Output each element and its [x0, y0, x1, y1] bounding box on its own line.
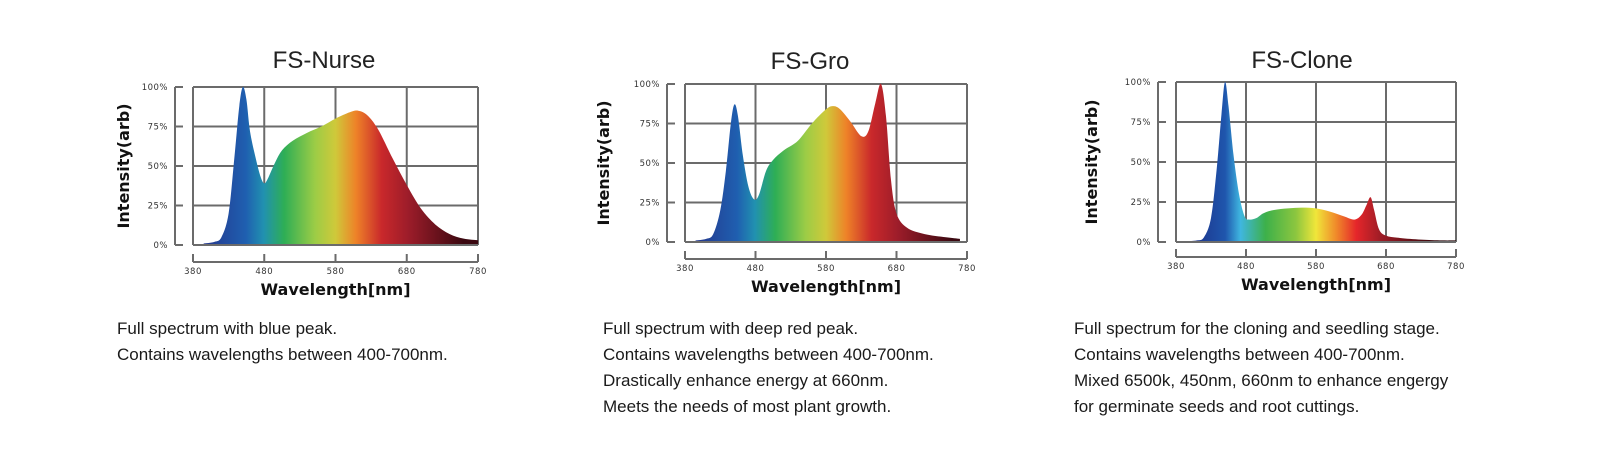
description-fs-gro: Full spectrum with deep red peak. Contain… — [603, 316, 934, 420]
y-tick-label: 25% — [1131, 198, 1151, 208]
x-tick-label: 380 — [676, 264, 694, 274]
x-tick-label: 380 — [1167, 262, 1185, 272]
x-tick-label: 380 — [184, 267, 202, 277]
chart-title: FS-Gro — [771, 48, 850, 75]
description-line: Full spectrum with deep red peak. — [603, 319, 859, 338]
x-axis-title: Wavelength[nm] — [751, 277, 901, 296]
y-tick-label: 0% — [154, 241, 169, 251]
y-tick-label: 75% — [148, 123, 168, 133]
y-tick-label: 100% — [142, 83, 168, 93]
x-tick-label: 780 — [958, 264, 976, 274]
x-tick-label: 480 — [255, 267, 273, 277]
y-tick-label: 25% — [640, 199, 660, 209]
x-tick-label: 580 — [817, 264, 835, 274]
description-line: Contains wavelengths between 400-700nm. — [1074, 345, 1405, 364]
description-line: Meets the needs of most plant growth. — [603, 397, 892, 416]
y-axis-title: Intensity(arb) — [114, 103, 133, 228]
x-tick-label: 580 — [327, 267, 345, 277]
x-tick-label: 680 — [888, 264, 906, 274]
y-tick-label: 25% — [148, 202, 168, 212]
y-tick-label: 75% — [640, 120, 660, 130]
description-line: Full spectrum with blue peak. — [117, 319, 338, 338]
x-axis-title: Wavelength[nm] — [260, 280, 410, 299]
y-tick-label: 50% — [1131, 158, 1151, 168]
x-tick-label: 580 — [1307, 262, 1325, 272]
spectrum-area — [1186, 81, 1456, 242]
y-tick-label: 0% — [646, 238, 661, 248]
y-tick-label: 0% — [1137, 238, 1152, 248]
x-tick-label: 480 — [747, 264, 765, 274]
x-tick-label: 480 — [1237, 262, 1255, 272]
spectrum-area — [203, 86, 478, 245]
description-fs-nurse: Full spectrum with blue peak. Contains wa… — [117, 316, 448, 368]
x-tick-label: 780 — [469, 267, 487, 277]
y-axis-title: Intensity(arb) — [594, 100, 613, 225]
y-tick-label: 100% — [634, 80, 660, 90]
chart-title: FS-Nurse — [273, 47, 376, 74]
x-tick-label: 680 — [398, 267, 416, 277]
spectrum-chart-fs-nurse: FS-Nurse 100% 75% 50% 25% 0% 380 480 580 680 780 Wa… — [114, 47, 487, 299]
chart-title: FS-Clone — [1251, 47, 1352, 74]
description-fs-clone: Full spectrum for the cloning and seedli… — [1074, 316, 1448, 420]
description-line: Contains wavelengths between 400-700nm. — [603, 345, 934, 364]
y-tick-label: 50% — [148, 162, 168, 172]
y-tick-label: 50% — [640, 159, 660, 169]
spectrum-area — [695, 83, 960, 242]
x-tick-label: 680 — [1377, 262, 1395, 272]
x-axis-title: Wavelength[nm] — [1241, 275, 1391, 294]
y-tick-label: 100% — [1125, 78, 1151, 88]
y-axis-title: Intensity(arb) — [1082, 99, 1101, 224]
description-line: Drastically enhance energy at 660nm. — [603, 371, 889, 390]
description-line: Mixed 6500k, 450nm, 660nm to enhance eng… — [1074, 371, 1449, 390]
description-line: Full spectrum for the cloning and seedli… — [1074, 319, 1440, 338]
y-tick-label: 75% — [1131, 118, 1151, 128]
description-line: for germinate seeds and root cuttings. — [1074, 397, 1360, 416]
panel-fs-nurse: FS-Nurse 100% 75% 50% 25% 0% 380 480 580 680 780 Wa… — [0, 0, 540, 457]
x-tick-label: 780 — [1447, 262, 1465, 272]
description-line: Contains wavelengths between 400-700nm. — [117, 345, 448, 364]
